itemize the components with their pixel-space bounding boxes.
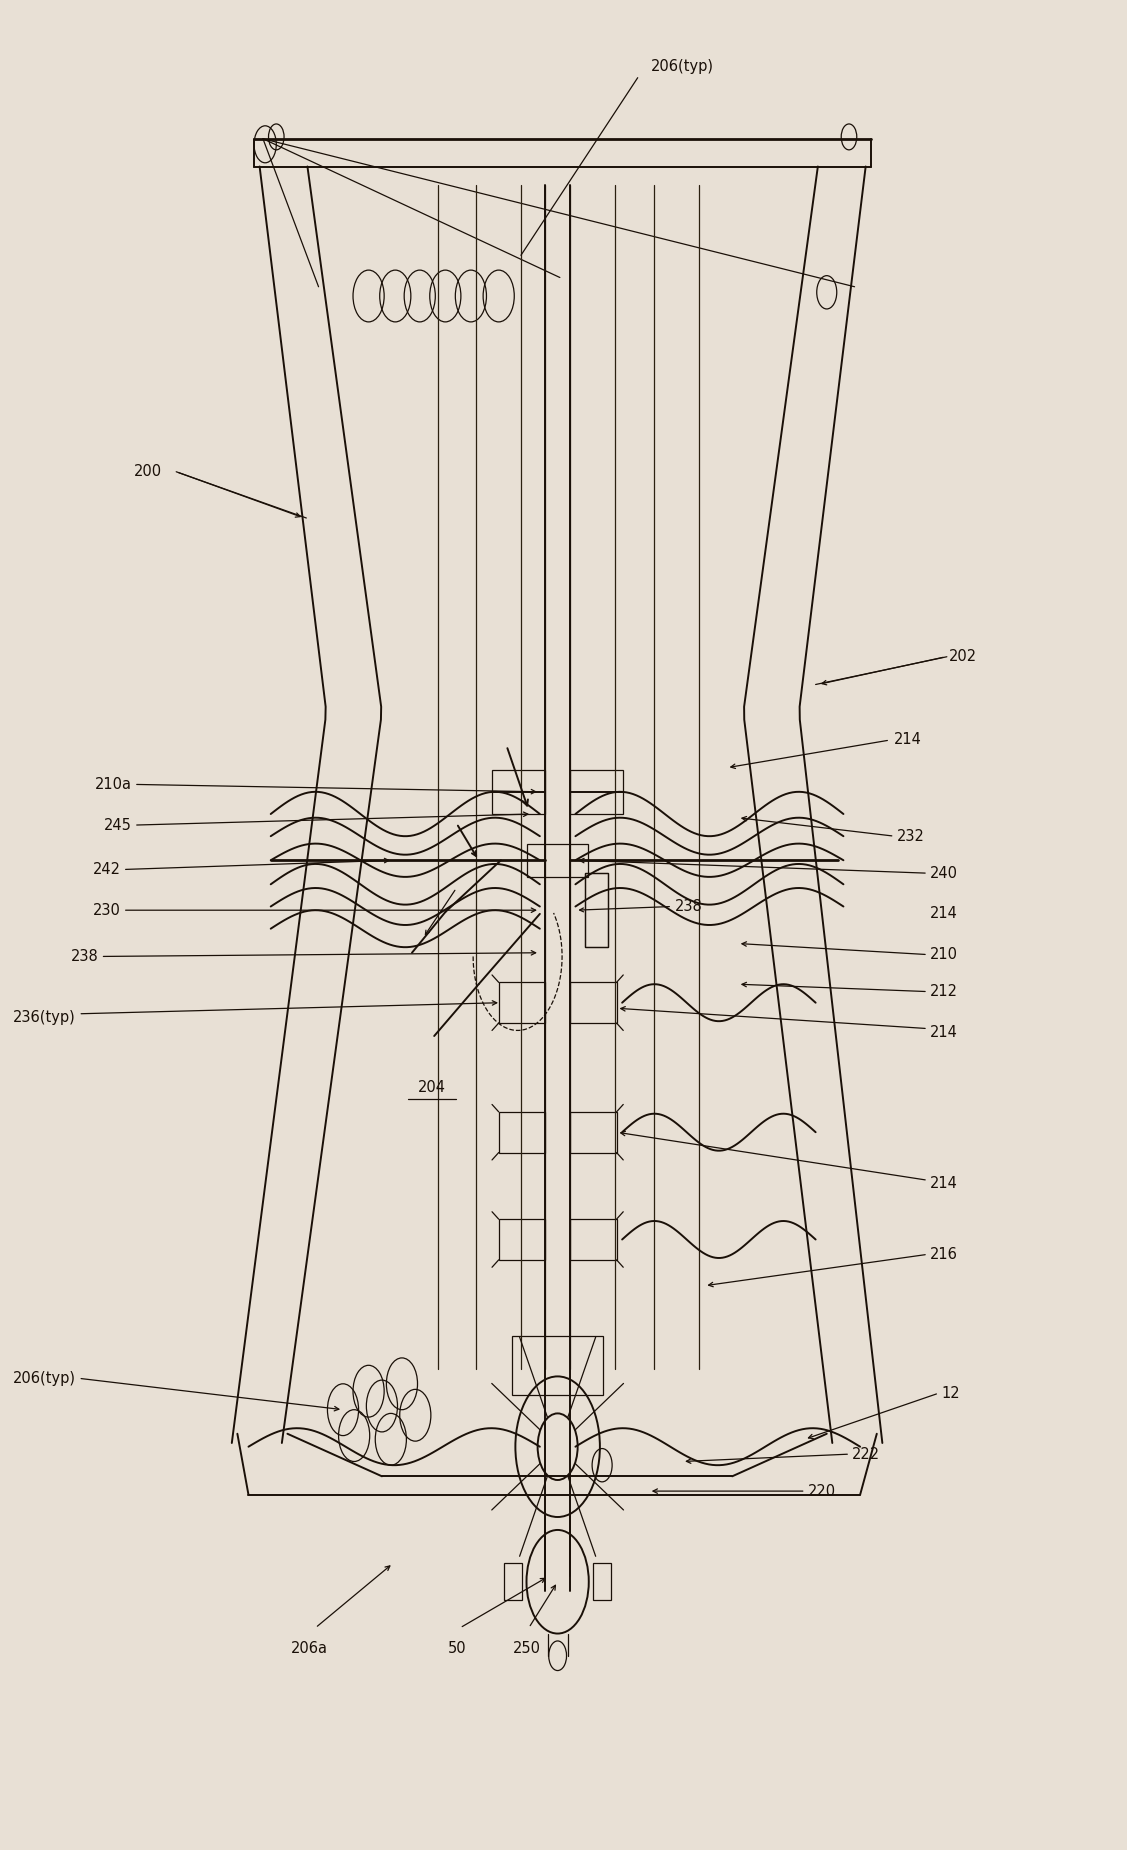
Text: 238: 238 <box>674 899 702 914</box>
Text: 222: 222 <box>852 1447 880 1462</box>
Text: 200: 200 <box>134 464 162 479</box>
Text: 220: 220 <box>808 1484 836 1498</box>
Bar <box>504 1563 522 1600</box>
Text: 214: 214 <box>930 1177 958 1191</box>
Text: 238: 238 <box>71 949 98 964</box>
Text: 212: 212 <box>930 984 958 999</box>
Text: 245: 245 <box>104 818 132 833</box>
Bar <box>499 1112 545 1153</box>
Bar <box>527 844 588 877</box>
Bar <box>499 1219 545 1260</box>
Text: 206(typ): 206(typ) <box>14 1371 77 1386</box>
Bar <box>570 1219 616 1260</box>
Text: 214: 214 <box>894 733 922 747</box>
Text: 230: 230 <box>92 903 121 918</box>
Bar <box>585 873 607 947</box>
Text: 250: 250 <box>513 1641 541 1656</box>
Text: 214: 214 <box>930 906 958 921</box>
Bar <box>492 770 545 814</box>
Bar <box>512 1336 603 1395</box>
Text: 232: 232 <box>897 829 924 844</box>
Bar <box>570 1112 616 1153</box>
Text: 242: 242 <box>92 862 121 877</box>
Bar <box>585 873 607 947</box>
Bar <box>570 770 623 814</box>
Text: 240: 240 <box>930 866 958 881</box>
Text: 202: 202 <box>949 649 977 664</box>
Bar <box>570 982 616 1023</box>
Bar <box>593 1563 611 1600</box>
Text: 12: 12 <box>941 1386 960 1400</box>
Text: 214: 214 <box>930 1025 958 1040</box>
Text: 216: 216 <box>930 1247 958 1262</box>
Text: 236(typ): 236(typ) <box>14 1010 77 1025</box>
Bar <box>499 982 545 1023</box>
Text: 206a: 206a <box>291 1641 328 1656</box>
Text: 210: 210 <box>930 947 958 962</box>
Text: 204: 204 <box>418 1080 446 1095</box>
Text: 206(typ): 206(typ) <box>650 59 713 74</box>
Text: 50: 50 <box>449 1641 467 1656</box>
Text: 210a: 210a <box>95 777 132 792</box>
